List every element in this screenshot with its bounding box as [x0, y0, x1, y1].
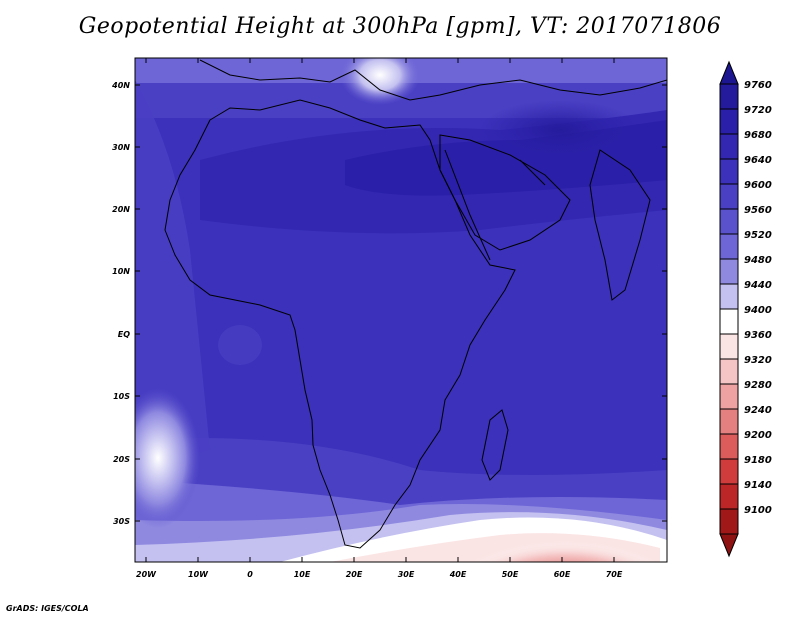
- lat-tick-label: 30N: [112, 143, 130, 152]
- colorbar-label: 9480: [744, 255, 772, 266]
- lon-tick-label: 10W: [188, 570, 209, 579]
- colorbar-swatch: [719, 358, 739, 385]
- lat-tick-label: 30S: [113, 517, 130, 526]
- colorbar-label: 9400: [744, 305, 772, 316]
- height-field: [135, 58, 667, 562]
- colorbar-swatch: [719, 133, 739, 160]
- colorbar-swatch: [719, 308, 739, 335]
- colorbar-label: 9140: [744, 480, 772, 491]
- lat-tick-label: 10S: [113, 392, 130, 401]
- colorbar-swatch: [719, 408, 739, 435]
- colorbar-swatch: [719, 83, 739, 110]
- colorbar-swatch: [719, 433, 739, 460]
- plot-frame: [134, 57, 668, 563]
- colorbar-label: 9280: [744, 380, 772, 391]
- lon-tick-label: 70E: [606, 570, 623, 579]
- colorbar-label: 9100: [744, 505, 772, 516]
- lon-tick-label: 30E: [398, 570, 415, 579]
- colorbar-label: 9360: [744, 330, 772, 341]
- lon-tick-label: 20E: [346, 570, 363, 579]
- colorbar-swatch: [719, 208, 739, 235]
- grads-credit: GrADS: IGES/COLA: [6, 604, 89, 613]
- lon-tick-label: 50E: [502, 570, 519, 579]
- colorbar-label: 9320: [744, 355, 772, 366]
- lat-tick-label: 10N: [112, 267, 130, 276]
- colorbar-swatch: [719, 383, 739, 410]
- lat-tick-label: 20N: [112, 205, 130, 214]
- colorbar-swatch: [719, 233, 739, 260]
- lat-tick-label: EQ: [118, 330, 130, 339]
- colorbar-label: 9240: [744, 405, 772, 416]
- colorbar-label: 9560: [744, 205, 772, 216]
- colorbar: 9760 9720 9680 9640 9600 9560 9520 9480 9440 9400…: [719, 60, 772, 558]
- colorbar-swatch: [719, 333, 739, 360]
- colorbar-label: 9600: [744, 180, 772, 191]
- map-title: Geopotential Height at 300hPa [gpm], VT:…: [78, 14, 722, 39]
- colorbar-top-arrow: [719, 60, 739, 85]
- colorbar-bottom-arrow: [719, 533, 739, 558]
- lon-tick-label: 10E: [294, 570, 311, 579]
- colorbar-swatch: [719, 108, 739, 135]
- lon-tick-label: 0: [247, 570, 253, 579]
- coastlines: [164, 59, 667, 549]
- colorbar-swatch: [719, 508, 739, 535]
- lon-tick-label: 20W: [136, 570, 157, 579]
- colorbar-label: 9720: [744, 105, 772, 116]
- lat-tick-label: 20S: [113, 455, 130, 464]
- colorbar-label: 9760: [744, 80, 772, 91]
- colorbar-swatch: [719, 183, 739, 210]
- lat-tick-label: 40N: [111, 81, 130, 90]
- colorbar-label: 9440: [744, 280, 772, 291]
- longitude-axis: 20W 10W 0 10E 20E 30E 40E 50E 60E 70E: [136, 58, 623, 579]
- latitude-axis: 40N 30N 20N 10N EQ 10S 20S 30S: [111, 81, 667, 526]
- lon-tick-label: 40E: [449, 570, 467, 579]
- colorbar-swatch: [719, 483, 739, 510]
- lon-tick-label: 60E: [554, 570, 571, 579]
- colorbar-label: 9680: [744, 130, 772, 141]
- colorbar-swatch: [719, 158, 739, 185]
- colorbar-label: 9640: [744, 155, 772, 166]
- colorbar-label: 9200: [744, 430, 772, 441]
- colorbar-swatch: [719, 258, 739, 285]
- colorbar-swatch: [719, 458, 739, 485]
- colorbar-label: 9520: [744, 230, 772, 241]
- colorbar-swatch: [719, 283, 739, 310]
- colorbar-label: 9180: [744, 455, 772, 466]
